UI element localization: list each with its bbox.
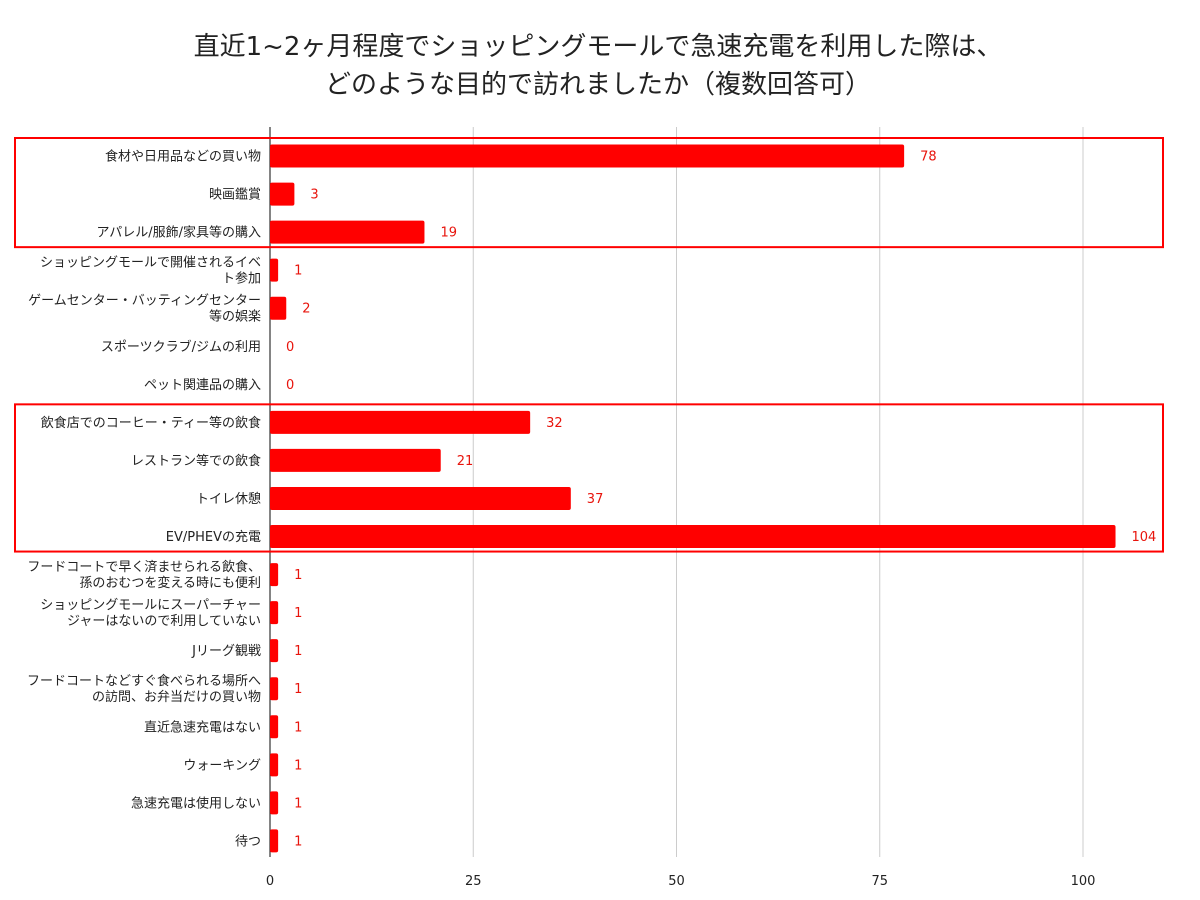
bar xyxy=(270,448,441,472)
x-tick-label: 75 xyxy=(871,874,888,889)
category-label-line: 孫のおむつを変える時にも便利 xyxy=(79,575,261,591)
bar xyxy=(270,144,905,168)
category-label: レストラン等での飲食 xyxy=(131,453,261,469)
category-label: ショッピングモールで開催されるイベト参加 xyxy=(40,256,261,287)
data-label: 19 xyxy=(440,226,457,241)
category-label-line: 待つ xyxy=(235,834,261,849)
category-label: フードコートなどすぐ食べられる場所への訪問、お弁当だけの買い物 xyxy=(27,673,261,705)
data-label: 104 xyxy=(1132,530,1157,545)
category-label-line: 等の娯楽 xyxy=(209,309,261,325)
bars xyxy=(270,144,1116,853)
chart-title-line-1: 直近1~2ヶ月程度でショッピングモールで急速充電を利用した際は、 xyxy=(194,32,1003,62)
category-label-line: 飲食店でのコーヒー・ティー等の飲食 xyxy=(41,415,261,431)
data-label: 21 xyxy=(457,454,474,469)
category-label: 食材や日用品などの買い物 xyxy=(105,149,261,165)
highlight-box xyxy=(14,137,1164,249)
category-label: トイレ休憩 xyxy=(196,491,261,507)
category-label-line: の訪問、お弁当だけの買い物 xyxy=(92,689,261,705)
category-labels: 食材や日用品などの買い物映画鑑賞アパレル/服飾/家具等の購入ショッピングモールで… xyxy=(27,149,261,850)
highlight-box xyxy=(14,403,1164,553)
category-label: EV/PHEVの充電 xyxy=(166,529,261,545)
data-labels: 78 3 19 1 2 0 0 32 21 37 104 1 1 1 1 1 1 1 1 xyxy=(286,150,1156,850)
data-label: 0 xyxy=(286,340,294,355)
bar xyxy=(270,715,279,739)
data-label: 3 xyxy=(310,188,318,203)
data-label: 1 xyxy=(294,644,302,659)
bar xyxy=(270,639,279,663)
category-label: ペット関連品の購入 xyxy=(144,378,261,393)
bar xyxy=(270,525,1116,549)
bar xyxy=(270,753,279,777)
x-tick-label: 50 xyxy=(668,874,685,889)
data-label: 78 xyxy=(920,150,937,165)
category-label-line: ショッピングモールにスーパーチャー xyxy=(40,598,261,613)
bar xyxy=(270,182,295,206)
category-label-line: ゲームセンター・バッティングセンター xyxy=(28,294,261,309)
bar xyxy=(270,410,531,434)
data-label: 1 xyxy=(294,796,302,811)
category-label-line: アパレル/服飾/家具等の購入 xyxy=(97,225,262,241)
category-label: 直近急速充電はない xyxy=(144,719,261,735)
data-label: 1 xyxy=(294,834,302,849)
category-label: アパレル/服飾/家具等の購入 xyxy=(97,225,262,241)
data-label: 1 xyxy=(294,264,302,279)
bar xyxy=(270,563,279,587)
bar xyxy=(270,486,571,510)
category-label: スポーツクラブ/ジムの利用 xyxy=(101,339,261,355)
category-label-line: 急速充電は使用しない xyxy=(131,795,261,811)
bar xyxy=(270,601,279,625)
category-label-line: EV/PHEVの充電 xyxy=(166,529,261,545)
bar xyxy=(270,791,279,815)
x-tick-label: 0 xyxy=(266,874,274,889)
bar xyxy=(270,220,425,244)
category-label-line: 直近急速充電はない xyxy=(144,719,261,735)
category-label-line: フードコートで早く済ませられる飲食、 xyxy=(27,559,261,575)
bar xyxy=(270,677,279,701)
category-label: 映画鑑賞 xyxy=(209,187,261,203)
category-label: ゲームセンター・バッティングセンター等の娯楽 xyxy=(28,294,261,325)
data-label: 1 xyxy=(294,606,302,621)
category-label-line: 映画鑑賞 xyxy=(209,187,261,203)
data-label: 1 xyxy=(294,758,302,773)
category-label-line: トイレ休憩 xyxy=(196,491,261,507)
category-label: 飲食店でのコーヒー・ティー等の飲食 xyxy=(41,415,261,431)
category-label-line: 食材や日用品などの買い物 xyxy=(105,149,261,165)
category-label: 急速充電は使用しない xyxy=(131,795,261,811)
data-label: 1 xyxy=(294,568,302,583)
highlight-boxes xyxy=(14,137,1164,553)
data-label: 0 xyxy=(286,378,294,393)
category-label-line: フードコートなどすぐ食べられる場所へ xyxy=(27,673,261,689)
category-label-line: ペット関連品の購入 xyxy=(144,378,261,393)
bar xyxy=(270,258,279,282)
chart-title-line-2: どのような目的で訪れましたか（複数回答可） xyxy=(325,70,871,100)
bar xyxy=(270,829,279,853)
category-label-line: ト参加 xyxy=(222,271,261,287)
category-label-line: ジャーはないので利用していない xyxy=(67,614,261,629)
bar xyxy=(270,296,287,320)
category-label: ウォーキング xyxy=(183,758,261,773)
category-label: ショッピングモールにスーパーチャージャーはないので利用していない xyxy=(40,598,261,629)
category-label-line: Jリーグ観戦 xyxy=(191,644,261,659)
x-axis-ticks: 0 25 50 75 100 xyxy=(266,874,1096,889)
data-label: 1 xyxy=(294,682,302,697)
category-label-line: スポーツクラブ/ジムの利用 xyxy=(101,339,261,355)
x-tick-label: 25 xyxy=(465,874,482,889)
data-label: 2 xyxy=(302,302,310,317)
category-label-line: ウォーキング xyxy=(183,758,261,773)
data-label: 32 xyxy=(546,416,563,431)
data-label: 1 xyxy=(294,720,302,735)
category-label: Jリーグ観戦 xyxy=(191,644,261,659)
category-label: フードコートで早く済ませられる飲食、孫のおむつを変える時にも便利 xyxy=(27,559,261,591)
x-tick-label: 100 xyxy=(1071,874,1096,889)
data-label: 37 xyxy=(587,492,604,507)
category-label-line: レストラン等での飲食 xyxy=(131,453,261,469)
category-label-line: ショッピングモールで開催されるイベ xyxy=(40,256,261,271)
category-label: 待つ xyxy=(235,834,261,849)
